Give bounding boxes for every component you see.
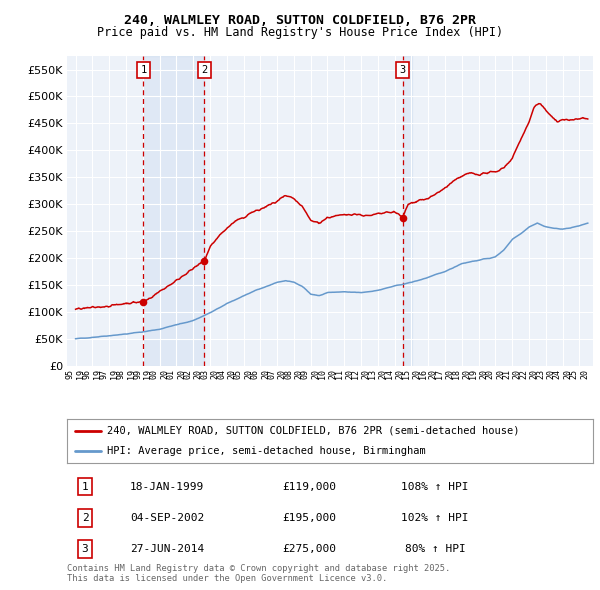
Text: 2: 2 [201,65,208,75]
Text: 240, WALMLEY ROAD, SUTTON COLDFIELD, B76 2PR: 240, WALMLEY ROAD, SUTTON COLDFIELD, B76… [124,14,476,27]
Text: Price paid vs. HM Land Registry's House Price Index (HPI): Price paid vs. HM Land Registry's House … [97,26,503,39]
Text: Contains HM Land Registry data © Crown copyright and database right 2025.
This d: Contains HM Land Registry data © Crown c… [67,563,451,583]
Text: 108% ↑ HPI: 108% ↑ HPI [401,481,469,491]
Bar [403,56,412,366]
Text: 18-JAN-1999: 18-JAN-1999 [130,481,204,491]
Text: 3: 3 [400,65,406,75]
Text: £275,000: £275,000 [282,544,336,554]
Text: 1: 1 [82,481,88,491]
Text: £119,000: £119,000 [282,481,336,491]
Text: 80% ↑ HPI: 80% ↑ HPI [405,544,466,554]
Bar [143,56,205,366]
Text: 1: 1 [140,65,146,75]
Text: HPI: Average price, semi-detached house, Birmingham: HPI: Average price, semi-detached house,… [107,446,425,456]
Text: 102% ↑ HPI: 102% ↑ HPI [401,513,469,523]
Text: 3: 3 [82,544,88,554]
Text: 27-JUN-2014: 27-JUN-2014 [130,544,204,554]
Text: 240, WALMLEY ROAD, SUTTON COLDFIELD, B76 2PR (semi-detached house): 240, WALMLEY ROAD, SUTTON COLDFIELD, B76… [107,426,519,436]
Text: 04-SEP-2002: 04-SEP-2002 [130,513,204,523]
Text: 2: 2 [82,513,88,523]
Text: £195,000: £195,000 [282,513,336,523]
